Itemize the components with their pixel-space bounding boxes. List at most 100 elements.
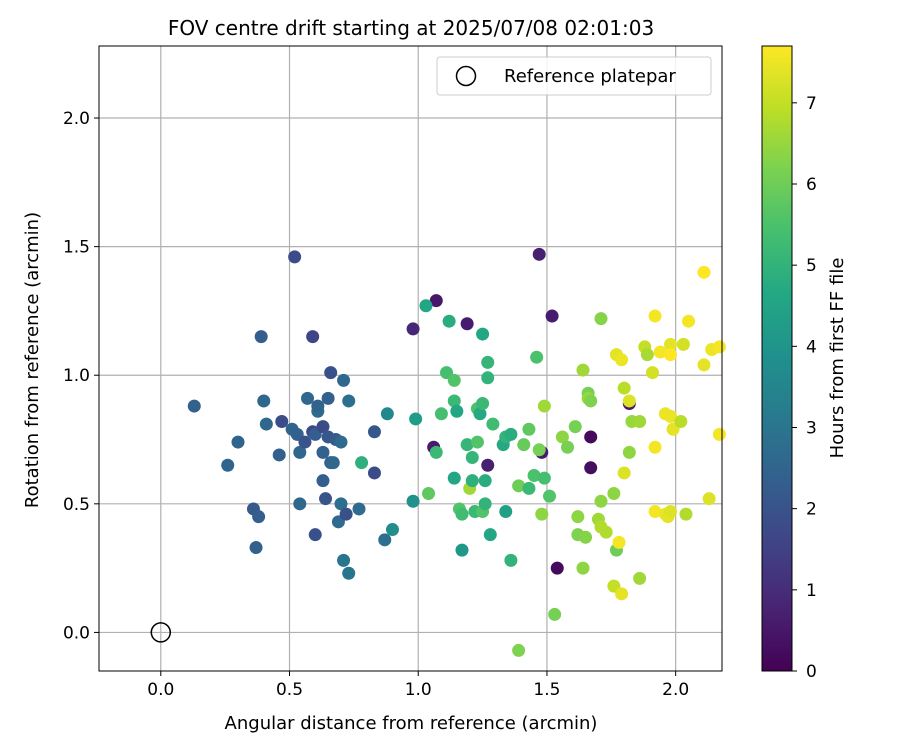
data-point (288, 250, 302, 264)
plot-frame (98, 45, 723, 672)
data-point (442, 314, 456, 328)
data-point (187, 399, 201, 413)
data-point (576, 363, 590, 377)
data-point (579, 530, 593, 544)
data-point (571, 510, 585, 524)
data-point (548, 607, 562, 621)
data-point (324, 366, 338, 380)
data-point (301, 391, 315, 405)
data-point (455, 507, 469, 521)
data-point (259, 417, 273, 431)
colorbar-tick-label: 5 (806, 256, 817, 276)
y-tick-label: 1.0 (63, 366, 90, 386)
data-point (607, 487, 621, 501)
data-point (406, 494, 420, 508)
data-point (599, 525, 613, 539)
chart-title: FOV centre drift starting at 2025/07/08 … (168, 16, 654, 40)
data-point (473, 407, 487, 421)
data-point (532, 443, 546, 457)
data-point (476, 397, 490, 411)
data-point (512, 479, 526, 493)
data-point (545, 309, 559, 323)
data-point (712, 340, 726, 354)
data-point (664, 409, 678, 423)
y-axis: 0.0 0.5 1.0 1.5 2.0 (63, 109, 99, 643)
data-point (334, 435, 348, 449)
data-point (367, 466, 381, 480)
data-point (617, 381, 631, 395)
data-point (712, 427, 726, 441)
data-point (640, 348, 654, 362)
x-axis-label: Angular distance from reference (arcmin) (225, 713, 598, 734)
y-tick-label: 0.5 (63, 495, 90, 515)
x-tick-label: 1.0 (405, 680, 432, 700)
data-point (476, 327, 490, 341)
data-point (337, 373, 351, 387)
data-point (298, 435, 312, 449)
data-point (594, 494, 608, 508)
data-point (419, 299, 433, 313)
data-point (543, 489, 557, 503)
data-point (455, 543, 469, 557)
data-point (308, 528, 322, 542)
data-point (481, 371, 495, 385)
legend: Reference platepar (436, 56, 712, 96)
data-point (537, 471, 551, 485)
data-point (429, 294, 443, 308)
y-axis-label: Rotation from reference (arcmin) (22, 212, 43, 508)
data-point (550, 561, 564, 575)
x-tick-label: 0.0 (147, 680, 174, 700)
data-point (272, 448, 286, 462)
legend-box (436, 56, 712, 96)
data-point (512, 643, 526, 657)
data-point (447, 373, 461, 387)
data-point (450, 404, 464, 418)
data-point (535, 507, 549, 521)
colorbar-tick-label: 3 (806, 418, 817, 438)
data-point (679, 507, 693, 521)
data-point (447, 471, 461, 485)
data-point (664, 337, 678, 351)
data-point (409, 412, 423, 426)
data-point (367, 425, 381, 439)
data-point (530, 350, 544, 364)
data-point (522, 422, 536, 436)
data-point (633, 571, 647, 585)
data-point (422, 487, 436, 501)
data-point (555, 430, 569, 444)
data-point (249, 541, 263, 555)
data-point (337, 553, 351, 567)
data-point (352, 502, 366, 516)
data-point (326, 456, 340, 470)
data-point (648, 440, 662, 454)
data-point (522, 481, 536, 495)
x-tick-label: 0.5 (276, 680, 303, 700)
data-point (648, 309, 662, 323)
data-point (612, 535, 626, 549)
data-point (486, 417, 500, 431)
data-point (434, 407, 448, 421)
colorbar-tick-label: 1 (806, 581, 817, 601)
data-point (527, 469, 541, 483)
data-point (339, 507, 353, 521)
data-point (584, 430, 598, 444)
data-point (319, 492, 333, 506)
data-point (645, 366, 659, 380)
data-point (429, 445, 443, 459)
data-point (697, 358, 711, 372)
data-point (537, 399, 551, 413)
data-point (584, 461, 598, 475)
data-point (615, 587, 629, 601)
data-point (697, 265, 711, 279)
data-point (254, 330, 268, 344)
data-point (465, 451, 479, 465)
data-point (355, 456, 369, 470)
legend-label: Reference platepar (504, 66, 676, 87)
colorbar (761, 45, 793, 672)
data-point (504, 553, 518, 567)
data-point (470, 435, 484, 449)
reference-marker-group (150, 622, 172, 643)
data-point (342, 566, 356, 580)
data-point (504, 427, 518, 441)
data-point (594, 312, 608, 326)
